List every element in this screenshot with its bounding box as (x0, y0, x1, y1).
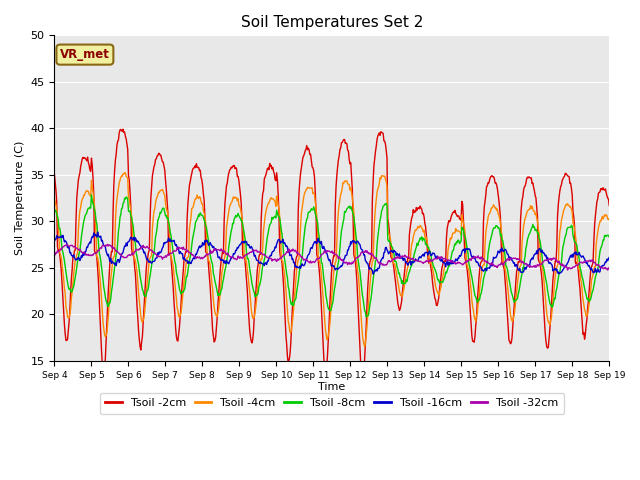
Tsoil -2cm (51, 171, 58, 177)
Line: Tsoil -8cm: Tsoil -8cm (54, 195, 609, 317)
Tsoil -32cm (417, 258, 424, 264)
Tsoil -8cm (88, 192, 95, 198)
Tsoil -4cm (605, 217, 613, 223)
Tsoil -16cm (94, 229, 102, 235)
Tsoil -8cm (362, 314, 370, 320)
Tsoil -32cm (400, 253, 408, 259)
Tsoil -8cm (605, 234, 613, 240)
Tsoil -32cm (204, 252, 212, 258)
Tsoil -2cm (359, 379, 367, 384)
Tsoil -8cm (417, 236, 425, 242)
Tsoil -16cm (204, 240, 212, 246)
Tsoil -4cm (175, 313, 182, 319)
Tsoil -2cm (605, 203, 613, 208)
Tsoil -8cm (401, 281, 408, 287)
Tsoil -2cm (61, 322, 68, 328)
Tsoil -16cm (605, 254, 613, 260)
Tsoil -16cm (401, 256, 408, 262)
Line: Tsoil -4cm: Tsoil -4cm (54, 173, 609, 347)
Tsoil -32cm (175, 244, 182, 250)
Tsoil -2cm (401, 267, 408, 273)
Tsoil -32cm (118, 254, 126, 260)
Tsoil -4cm (121, 170, 129, 176)
Tsoil -2cm (119, 126, 127, 132)
Tsoil -4cm (401, 279, 408, 285)
Tsoil -16cm (61, 239, 68, 245)
Tsoil -4cm (417, 223, 425, 229)
Tsoil -16cm (417, 255, 425, 261)
Tsoil -16cm (51, 238, 58, 244)
Tsoil -4cm (204, 255, 212, 261)
Tsoil -8cm (175, 281, 182, 287)
Tsoil -4cm (51, 196, 58, 202)
Tsoil -16cm (369, 271, 377, 277)
Legend: Tsoil -2cm, Tsoil -4cm, Tsoil -8cm, Tsoil -16cm, Tsoil -32cm: Tsoil -2cm, Tsoil -4cm, Tsoil -8cm, Tsoi… (100, 393, 564, 414)
Tsoil -8cm (51, 206, 58, 212)
Tsoil -32cm (61, 243, 68, 249)
Tsoil -4cm (61, 286, 68, 292)
Line: Tsoil -16cm: Tsoil -16cm (54, 232, 609, 274)
Tsoil -16cm (118, 251, 126, 256)
Text: VR_met: VR_met (60, 48, 110, 61)
Tsoil -16cm (175, 247, 182, 252)
Tsoil -8cm (204, 235, 212, 240)
Tsoil -32cm (104, 241, 111, 247)
Tsoil -8cm (118, 205, 126, 211)
Tsoil -4cm (361, 344, 369, 350)
Line: Tsoil -2cm: Tsoil -2cm (54, 129, 609, 382)
Tsoil -32cm (605, 264, 613, 270)
X-axis label: Time: Time (318, 383, 346, 392)
Tsoil -2cm (417, 205, 425, 211)
Tsoil -8cm (61, 258, 68, 264)
Tsoil -4cm (118, 173, 125, 179)
Tsoil -2cm (204, 256, 212, 262)
Tsoil -32cm (51, 251, 58, 257)
Y-axis label: Soil Temperature (C): Soil Temperature (C) (15, 141, 25, 255)
Tsoil -2cm (175, 331, 182, 336)
Title: Soil Temperatures Set 2: Soil Temperatures Set 2 (241, 15, 423, 30)
Line: Tsoil -32cm: Tsoil -32cm (54, 244, 609, 270)
Tsoil -32cm (604, 267, 612, 273)
Tsoil -2cm (118, 128, 125, 133)
